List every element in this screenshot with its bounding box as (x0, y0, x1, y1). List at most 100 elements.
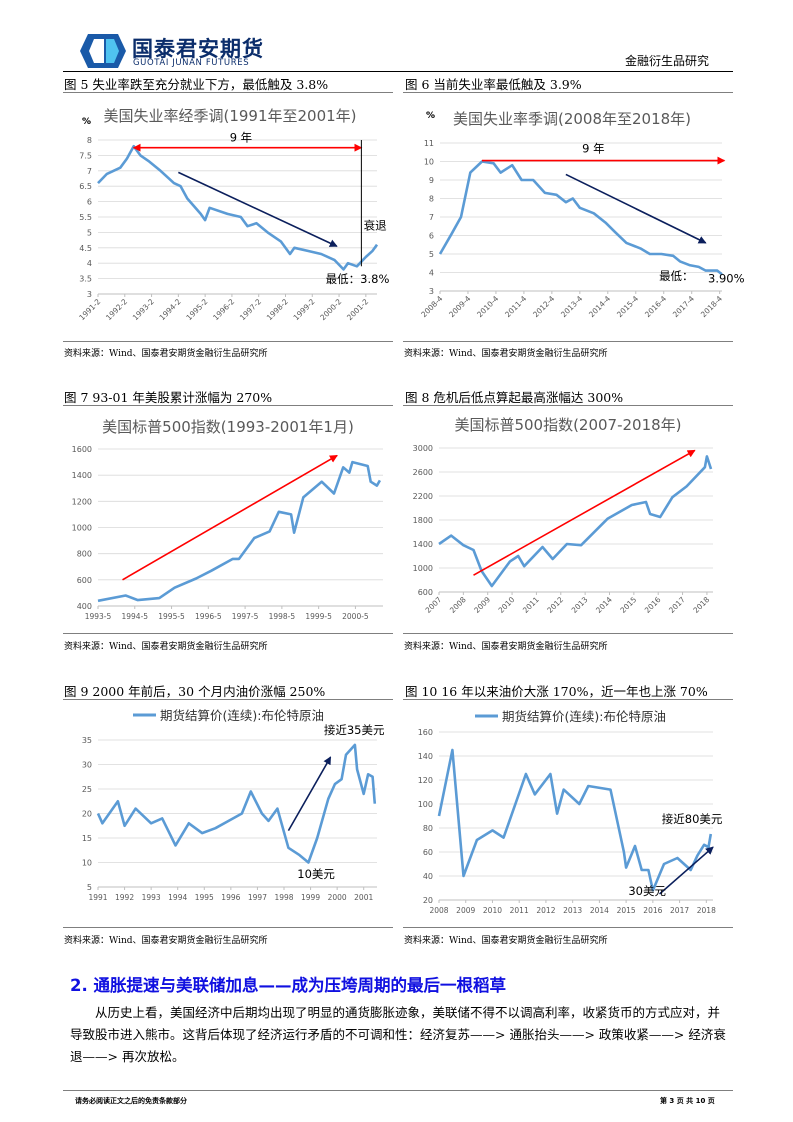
y-tick-label: 800 (77, 550, 92, 559)
x-tick-label: 2017-4 (671, 294, 696, 319)
x-tick-label: 2015 (618, 595, 638, 615)
x-tick-label: 2001-2 (345, 297, 370, 322)
figure-10-caption: 图 10 16 年以来油价大涨 170%，近一年也上涨 70% (405, 684, 708, 699)
x-tick-label: 2018 (691, 595, 711, 615)
y-tick-label: 3 (87, 290, 92, 299)
y-axis-unit: % (426, 111, 435, 121)
x-tick-label: 1996 (221, 893, 240, 902)
source-rule (63, 341, 393, 342)
y-tick-label: 10 (424, 158, 434, 167)
x-tick-label: 2018 (697, 906, 716, 915)
series-line (97, 144, 379, 271)
figure-8-caption: 图 8 危机后低点算起最高涨幅达 300% (405, 390, 624, 405)
x-tick-label: 1993 (142, 893, 161, 902)
header-divider (63, 71, 733, 72)
x-tick-label: 1998 (274, 893, 293, 902)
x-tick-label: 1991 (88, 893, 107, 902)
x-tick-label: 2016 (643, 906, 662, 915)
x-tick-label: 1995-2 (184, 297, 209, 322)
figure-5-source: 资料来源：Wind、国泰君安期货金融衍生品研究所 (64, 349, 268, 359)
figure-7-source: 资料来源：Wind、国泰君安期货金融衍生品研究所 (64, 642, 268, 652)
x-tick-label: 1993-2 (131, 297, 156, 322)
y-tick-label: 35 (82, 736, 92, 745)
trend-arrow (473, 449, 696, 576)
y-tick-label: 8 (87, 136, 92, 145)
x-tick-label: 1999-5 (305, 612, 332, 621)
y-tick-label: 8 (429, 195, 434, 204)
annotation-label: 最低： (659, 269, 694, 283)
y-tick-label: 15 (82, 834, 92, 843)
x-tick-label: 2009 (456, 906, 475, 915)
annotation-label: 接近80美元 (662, 812, 723, 826)
x-tick-label: 2000 (328, 893, 347, 902)
y-tick-label: 20 (82, 810, 92, 819)
x-tick-label: 1992 (115, 893, 134, 902)
annotation-label: 9 年 (230, 131, 252, 145)
footer-disclaimer: 请务必阅读正文之后的免责条款部分 (75, 1097, 187, 1105)
x-tick-label: 2008-4 (419, 294, 444, 319)
x-tick-label: 2016 (643, 595, 663, 615)
y-tick-label: 4.5 (79, 244, 92, 253)
y-tick-label: 30 (82, 761, 92, 770)
figure-7-caption: 图 7 93-01 年美股累计涨幅为 270% (64, 390, 273, 405)
x-tick-label: 1995 (195, 893, 214, 902)
y-tick-label: 6 (429, 232, 434, 241)
x-tick-label: 2000-5 (342, 612, 369, 621)
y-tick-label: 1000 (413, 564, 433, 573)
y-tick-label: 2200 (413, 492, 433, 501)
source-rule (403, 341, 733, 342)
y-tick-label: 40 (423, 872, 433, 881)
logo-icon (80, 34, 126, 68)
caption-rule (403, 699, 733, 700)
y-tick-label: 10 (82, 859, 92, 868)
x-tick-label: 2017 (667, 595, 687, 615)
source-rule (403, 633, 733, 634)
series-line (438, 455, 713, 588)
x-tick-label: 2012-4 (531, 294, 556, 319)
chart-title: 美国失业率季调(2008年至2018年) (453, 110, 691, 128)
x-tick-label: 1998-2 (265, 297, 290, 322)
x-tick-label: 1996-5 (195, 612, 222, 621)
y-tick-label: 6.5 (79, 182, 92, 191)
annotation-label: 3.90% (708, 272, 745, 286)
trend-arrow (659, 846, 714, 895)
x-tick-label: 1994-2 (158, 297, 183, 322)
y-tick-label: 60 (423, 848, 433, 857)
x-tick-label: 2012 (536, 906, 555, 915)
y-tick-label: 80 (423, 824, 433, 833)
y-tick-label: 6 (87, 198, 92, 207)
x-tick-label: 1992-2 (104, 297, 129, 322)
x-tick-label: 2017 (670, 906, 689, 915)
series-line (97, 460, 382, 603)
x-tick-label: 1998-5 (269, 612, 296, 621)
x-tick-label: 1997-5 (232, 612, 259, 621)
x-tick-label: 2010-4 (475, 294, 500, 319)
body-paragraph: 从历史上看，美国经济中后期均出现了明显的通货膨胀迹象，美联储不得不以调高利率，收… (70, 1005, 726, 1064)
chart-title: 美国失业率经季调(1991年至2001年) (103, 107, 356, 125)
figure-8-source: 资料来源：Wind、国泰君安期货金融衍生品研究所 (404, 642, 608, 652)
annotation-label: 9 年 (582, 141, 604, 155)
x-tick-label: 2001 (354, 893, 373, 902)
caption-rule (63, 405, 393, 406)
x-tick-label: 2008 (429, 906, 448, 915)
y-tick-label: 7 (429, 213, 434, 222)
caption-rule (63, 92, 393, 93)
caption-rule (403, 92, 733, 93)
logo-text: 国泰君安期货 (132, 37, 264, 61)
x-tick-label: 1995-5 (158, 612, 185, 621)
y-tick-label: 1200 (72, 497, 92, 506)
x-tick-label: 2010 (497, 595, 517, 615)
series-line (96, 743, 377, 864)
y-tick-label: 100 (418, 800, 433, 809)
caption-rule (403, 405, 733, 406)
y-tick-label: 1800 (413, 516, 433, 525)
x-tick-label: 1999-2 (292, 297, 317, 322)
figure-9-source: 资料来源：Wind、国泰君安期货金融衍生品研究所 (64, 936, 268, 946)
x-tick-label: 2014 (594, 595, 614, 615)
legend-label: 期货结算价(连续):布伦特原油 (502, 709, 666, 724)
chart-title: 美国标普500指数(1993-2001年1月) (102, 418, 354, 436)
y-tick-label: 1600 (72, 445, 92, 454)
y-tick-label: 2600 (413, 468, 433, 477)
x-tick-label: 2009-4 (447, 294, 472, 319)
section-heading: 2. 通胀提速与美联储加息——成为压垮周期的最后一根稻草 (70, 976, 506, 995)
